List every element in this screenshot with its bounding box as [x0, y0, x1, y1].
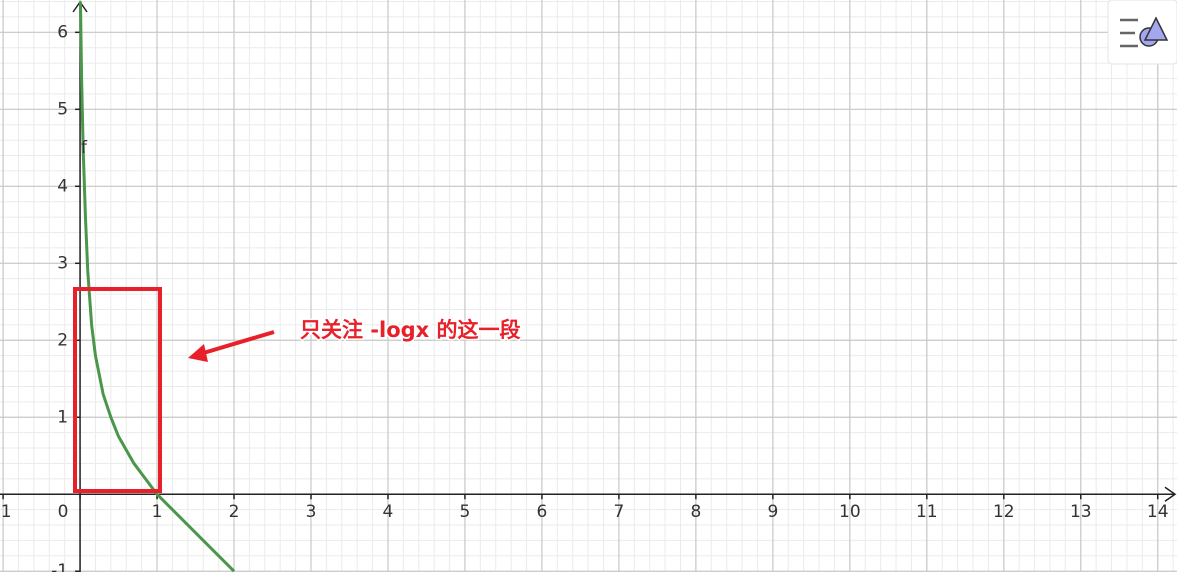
x-tick-label: 9 [767, 502, 778, 522]
x-tick-label: 1 [152, 502, 163, 522]
x-tick-label: 11 [916, 502, 938, 522]
plot: f [78, 1, 236, 572]
x-tick-label: 8 [690, 502, 701, 522]
y-tick-label: 6 [57, 22, 68, 42]
x-tick-label: 4 [383, 502, 394, 522]
function-label: f [81, 138, 88, 158]
y-tick-label: 5 [57, 99, 68, 119]
x-tick-label: 2 [229, 502, 240, 522]
x-tick-label: 12 [993, 502, 1015, 522]
y-tick-label: -1 [51, 561, 68, 572]
y-tick-label: 3 [57, 253, 68, 273]
function-curve [78, 1, 236, 572]
x-tick-label: 0 [58, 502, 69, 522]
arrow-head [188, 344, 208, 362]
y-tick-label: 1 [57, 407, 68, 427]
x-tick-label: -1 [0, 502, 12, 522]
x-tick-label: 10 [839, 502, 861, 522]
y-tick-label: 4 [57, 176, 68, 196]
arrow-shaft [199, 330, 275, 356]
highlight-box [73, 287, 162, 493]
annotation: 只关注 -logx 的这一段 [300, 318, 521, 342]
x-tick-label: 3 [306, 502, 317, 522]
x-axis-arrow [1164, 486, 1177, 502]
x-tick-label: 5 [460, 502, 471, 522]
style-bar-button[interactable] [1107, 0, 1177, 65]
x-tick-label: 14 [1147, 502, 1169, 522]
x-tick-label: 7 [613, 502, 624, 522]
y-tick-label: 2 [57, 330, 68, 350]
x-tick-label: 6 [537, 502, 548, 522]
x-tick-label: 13 [1070, 502, 1092, 522]
